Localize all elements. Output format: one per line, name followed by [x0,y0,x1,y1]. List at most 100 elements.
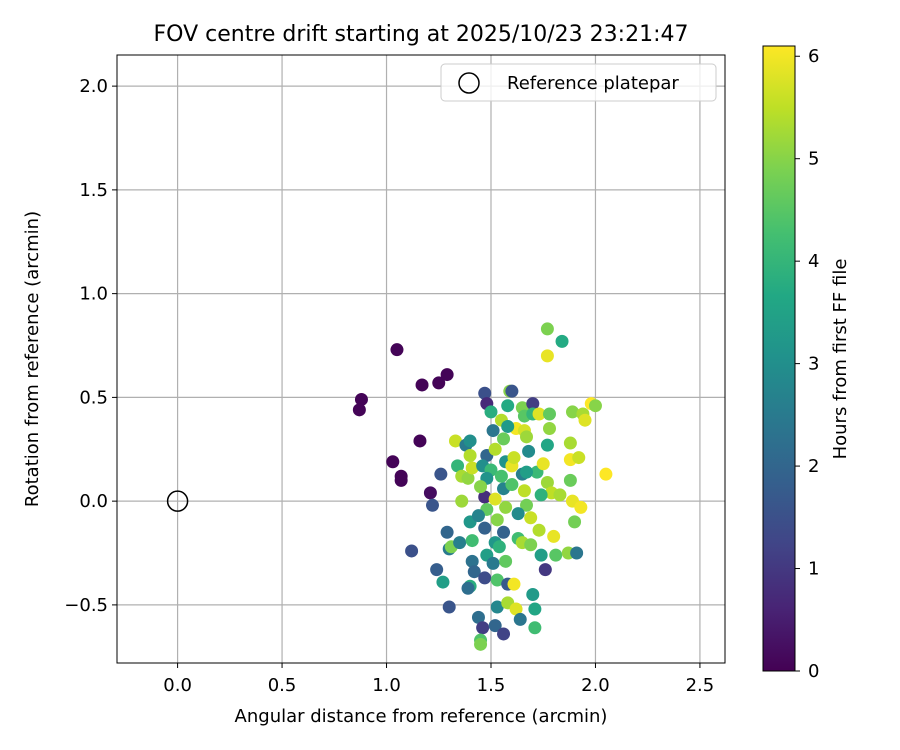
data-point [542,422,556,436]
data-point [430,563,444,577]
y-tick-label: 1.5 [79,180,108,201]
data-point [461,581,475,595]
data-point [486,424,500,438]
data-point [425,498,439,512]
data-point [507,577,521,591]
data-point [463,448,477,462]
data-point [526,588,540,602]
data-point [540,349,554,363]
data-point [570,546,584,560]
y-tick-label: −0.5 [64,595,108,616]
colorbar-tick-label: 2 [808,456,819,477]
data-point [471,509,485,523]
data-point [448,434,462,448]
legend-marker-icon [458,72,480,94]
data-point [501,399,515,413]
data-point [505,384,519,398]
data-point [463,434,477,448]
data-point [524,538,538,552]
data-point [497,432,511,446]
data-point [513,612,527,626]
data-point [465,461,479,475]
data-point [394,473,408,487]
data-point [536,457,550,471]
x-axis-ticks: 0.0 0.5 1.0 1.5 2.0 2.5 [163,663,714,696]
reference-marker-layer [166,490,189,512]
data-point [405,544,419,558]
data-point [478,521,492,535]
data-point [451,459,465,473]
data-point [528,621,542,635]
data-point [501,419,515,433]
data-point [488,442,502,456]
data-point [434,467,448,481]
data-point [486,556,500,570]
plot-frame [116,54,726,664]
y-tick-label: 0.5 [79,387,108,408]
x-tick-label: 2.0 [581,675,610,696]
data-point [574,500,588,514]
data-point [520,498,534,512]
data-point [467,565,481,579]
x-tick-label: 1.0 [372,675,401,696]
data-point [524,511,538,525]
data-point [540,438,554,452]
colorbar: 0 1 2 3 4 5 6 Hours from first FF file [762,45,851,682]
data-point [528,602,542,616]
data-point [455,494,469,508]
data-point [540,322,554,336]
data-point [542,407,556,421]
data-point [549,548,563,562]
y-tick-label: 2.0 [79,76,108,97]
data-point [505,478,519,492]
data-point [532,407,546,421]
data-point [497,627,511,641]
y-tick-label: 1.0 [79,284,108,305]
data-point [478,386,492,400]
data-point [520,430,534,444]
y-axis-ticks: −0.5 0.0 0.5 1.0 1.5 2.0 [64,76,117,616]
data-point [465,534,479,548]
colorbar-gradient [762,45,796,672]
data-point [471,610,485,624]
grid [117,55,725,663]
data-point [490,573,504,587]
data-point [534,548,548,562]
data-point [526,397,540,411]
data-point [494,469,508,483]
data-point [517,484,531,498]
data-point [578,413,592,427]
y-tick-label: 0.0 [79,491,108,512]
data-point [507,451,521,465]
x-tick-label: 0.0 [163,675,192,696]
data-point [474,480,488,494]
data-point [553,488,567,502]
data-point [540,475,554,489]
data-point [461,471,475,485]
data-point [390,343,404,357]
colorbar-tick-label: 6 [808,46,819,67]
data-point [484,405,498,419]
data-point [555,334,569,348]
data-point [534,488,548,502]
colorbar-tick-label: 1 [808,559,819,580]
x-tick-label: 0.5 [268,675,297,696]
data-point [572,451,586,465]
data-point [436,575,450,589]
data-point [565,405,579,419]
reference-platepar-marker [166,490,189,512]
data-point [532,523,546,537]
chart-title: FOV centre drift starting at 2025/10/23 … [154,22,689,47]
data-point [599,467,613,481]
data-point [453,536,467,550]
data-point [474,637,488,651]
data-point [499,500,513,514]
data-point [478,571,492,585]
data-point [476,621,490,635]
data-point [354,392,368,406]
x-tick-label: 2.5 [686,675,715,696]
data-point [522,444,536,458]
data-point [492,540,506,554]
data-points [352,322,613,651]
